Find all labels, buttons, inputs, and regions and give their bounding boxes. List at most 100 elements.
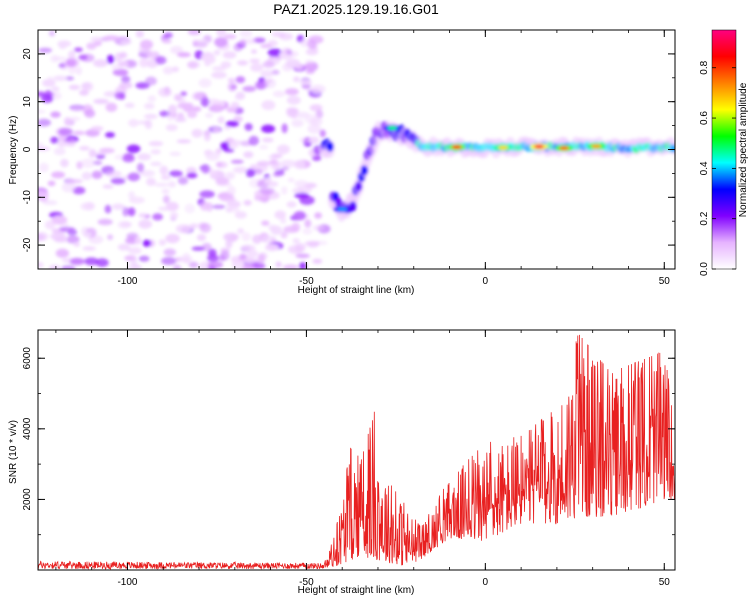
heatmap-noise-blob xyxy=(38,233,45,242)
heatmap-noise-blob xyxy=(242,85,257,92)
heatmap-noise-blob xyxy=(214,37,228,48)
heatmap-noise-blob xyxy=(233,166,248,174)
heatmap-noise-blob xyxy=(252,234,262,244)
y-tick-label: 0 xyxy=(22,146,33,152)
heatmap-noise-blob xyxy=(259,187,275,195)
heatmap-noise-blob xyxy=(224,34,237,40)
heatmap-noise-blob xyxy=(187,30,201,36)
heatmap-noise-blob xyxy=(42,200,58,206)
heatmap-noise-blob xyxy=(187,111,198,119)
heatmap-noise-blob xyxy=(169,151,182,156)
heatmap-noise-blob xyxy=(117,221,132,229)
heatmap-noise-blob xyxy=(305,48,319,56)
heatmap-noise-blob xyxy=(199,223,212,233)
heatmap-noise-blob xyxy=(162,39,172,44)
heatmap-noise-blob xyxy=(102,184,114,189)
heatmap-noise-blob xyxy=(243,151,254,159)
colorbar-ticks: 0.0 0.2 0.4 0.6 0.8 xyxy=(699,60,736,276)
heatmap-noise-blob xyxy=(319,129,326,138)
heatmap-noise-blob xyxy=(207,265,217,269)
heatmap-noise-blob xyxy=(211,71,227,79)
heatmap-noise-blob xyxy=(127,246,142,255)
heatmap-noise-blob xyxy=(216,161,228,169)
heatmap-noise-blob xyxy=(286,107,299,115)
heatmap-noise-blob xyxy=(226,200,241,208)
heatmap-noise-blob xyxy=(135,30,145,38)
heatmap-noise-blob xyxy=(287,177,295,183)
heatmap-noise-blob xyxy=(79,89,89,96)
heatmap-noise-blob xyxy=(161,175,171,180)
heatmap-noise-blob xyxy=(225,171,235,180)
heatmap-noise-blob xyxy=(38,109,46,114)
heatmap-noise-blob xyxy=(281,47,292,55)
heatmap-noise-blob xyxy=(196,234,207,242)
colorbar: 0.0 0.2 0.4 0.6 0.8 Normalized spectral ampl… xyxy=(699,29,749,276)
heatmap-noise-blob xyxy=(90,126,104,132)
heatmap-noise-blob xyxy=(270,225,283,235)
heatmap-noise-blob xyxy=(177,52,191,58)
x-tick-label: 50 xyxy=(659,577,671,588)
heatmap-noise-blob xyxy=(187,61,198,69)
heatmap-noise-blob xyxy=(199,190,215,198)
heatmap-noise-blob xyxy=(79,146,90,151)
heatmap-noise-blob xyxy=(281,166,289,171)
heatmap-noise-blob xyxy=(80,202,94,211)
snr-panel: -100 -50 0 50 2000 4000 6000 Height of straigh… xyxy=(8,329,676,596)
heatmap-noise-blob xyxy=(260,79,273,84)
heatmap-noise-blob xyxy=(167,112,174,122)
heatmap-noise-blob xyxy=(225,239,233,249)
heatmap-noise-blob xyxy=(308,136,320,144)
heatmap-noise-blob xyxy=(84,109,96,118)
heatmap-noise-blob xyxy=(215,148,222,155)
heatmap-noise-blob xyxy=(164,32,173,39)
heatmap-noise-blob xyxy=(261,220,270,226)
heatmap-noise-blob xyxy=(61,182,76,193)
heatmap-noise-blob xyxy=(223,232,239,242)
heatmap-noise-blob xyxy=(112,68,129,77)
heatmap-noise-blob xyxy=(159,165,169,176)
heatmap-noise-blob xyxy=(262,235,276,244)
heatmap-noise-blob xyxy=(120,39,132,45)
heatmap-noise-blob xyxy=(285,88,299,96)
heatmap-noise-blob xyxy=(59,226,75,232)
heatmap-noise-blob xyxy=(60,158,69,168)
heatmap-noise-blob xyxy=(155,56,167,65)
heatmap-noise-blob xyxy=(285,58,301,69)
heatmap-noise-blob xyxy=(51,171,66,179)
heatmap-noise-blob xyxy=(130,257,138,267)
heatmap-noise-blob xyxy=(50,111,61,118)
heatmap-noise-blob xyxy=(53,75,68,82)
heatmap-noise-blob xyxy=(168,104,177,114)
heatmap-noise-blob xyxy=(207,254,219,262)
spectrogram-xlabel: Height of straight line (km) xyxy=(298,285,415,296)
heatmap-noise-blob xyxy=(84,257,99,266)
heatmap-noise-blob xyxy=(241,232,251,242)
heatmap-noise-blob xyxy=(220,61,232,69)
heatmap-noise-blob xyxy=(144,113,158,120)
heatmap-noise-blob xyxy=(114,92,125,100)
heatmap-noise-blob xyxy=(68,116,81,122)
heatmap-noise-blob xyxy=(127,172,140,182)
heatmap-noise-blob xyxy=(309,117,323,126)
heatmap-ridge-blob xyxy=(349,201,357,212)
heatmap-noise-blob xyxy=(168,181,176,188)
y-tick-label: 6000 xyxy=(22,347,33,370)
heatmap-noise-blob xyxy=(299,79,313,85)
heatmap-noise-blob xyxy=(240,244,256,252)
heatmap-noise-blob xyxy=(203,131,211,142)
colorbar-label: Normalized spectral amplitude xyxy=(738,82,749,217)
heatmap-noise-blob xyxy=(203,54,216,65)
heatmap-noise-blob xyxy=(161,188,170,194)
heatmap-noise-blob xyxy=(267,48,282,57)
heatmap-noise-blob xyxy=(191,92,205,101)
heatmap-noise-blob xyxy=(312,258,323,264)
heatmap-noise-blob xyxy=(220,141,230,151)
snr-axes: -100 -50 0 50 2000 4000 6000 xyxy=(22,330,675,588)
x-tick-label: 0 xyxy=(483,276,489,287)
heatmap-noise-blob xyxy=(291,222,301,233)
heatmap-noise-blob xyxy=(138,219,153,229)
x-tick-label: -100 xyxy=(117,276,137,287)
heatmap-noise-blob xyxy=(114,52,123,63)
